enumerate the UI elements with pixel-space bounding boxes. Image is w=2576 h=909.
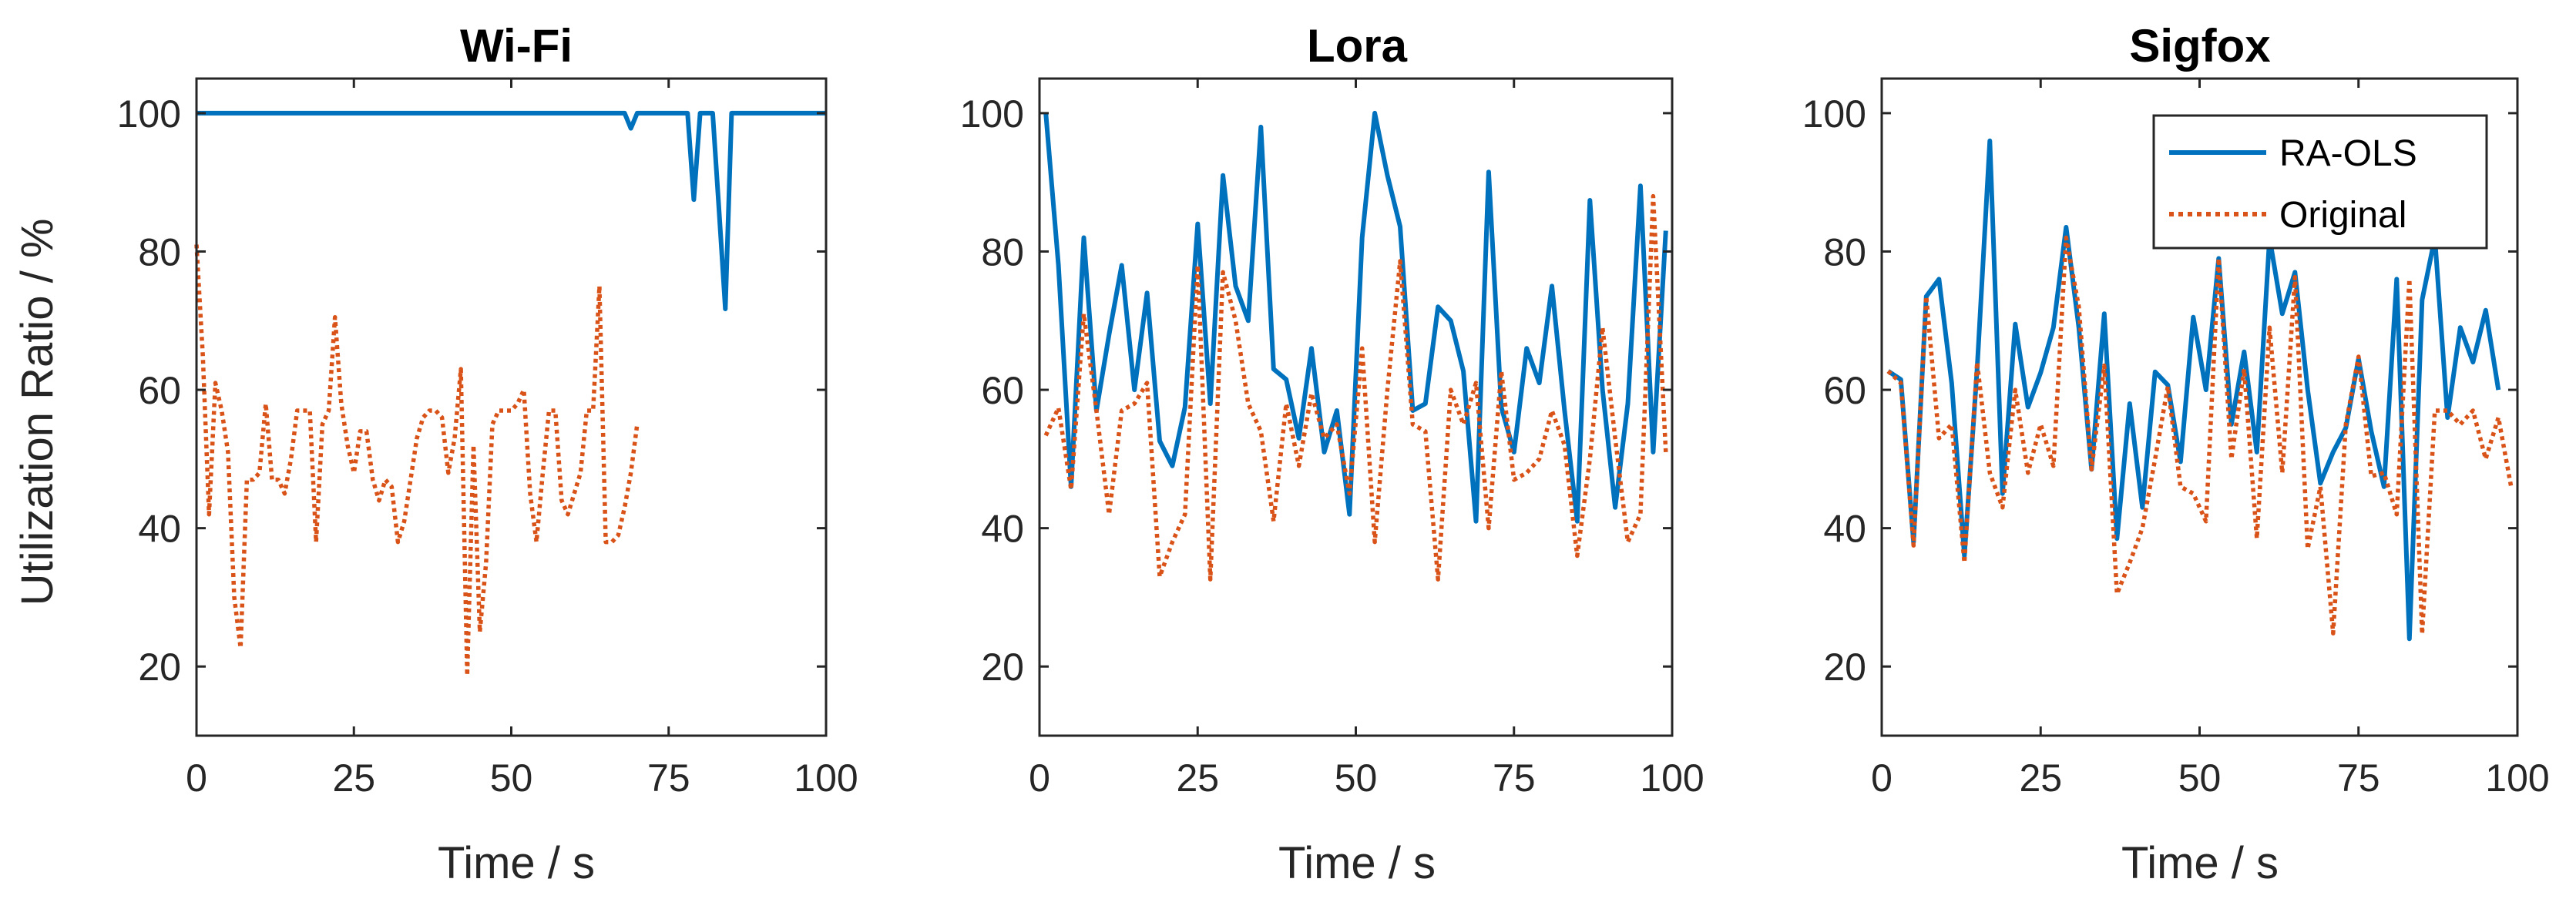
plot-background (196, 79, 826, 736)
x-tick-label: 25 (2019, 756, 2062, 800)
x-tick-label: 25 (1176, 756, 1219, 800)
x-tick-label: 25 (332, 756, 375, 800)
y-tick-label: 20 (138, 646, 181, 689)
y-tick-label: 60 (981, 369, 1024, 412)
y-tick-label: 80 (981, 230, 1024, 273)
series-line-ra-ols (196, 110, 826, 311)
y-tick-label: 60 (138, 369, 181, 412)
x-tick-label: 75 (647, 756, 690, 800)
legend: RA-OLS Original (2152, 114, 2488, 250)
panel-lora: Lora 0 25 50 75 100 20 40 60 80 100 Time / s (960, 20, 1704, 888)
x-tick-label: 50 (1335, 756, 1378, 800)
x-tick-label: 75 (1493, 756, 1536, 800)
y-tick-label: 80 (1823, 230, 1866, 273)
legend-label-original: Original (2279, 195, 2406, 236)
x-tick-label: 50 (490, 756, 533, 800)
y-tick-label: 20 (981, 646, 1024, 689)
x-tick-label: 0 (1871, 756, 1893, 800)
x-axis-label: Time / s (438, 838, 595, 888)
x-tick-label: 0 (1029, 756, 1050, 800)
x-tick-label: 100 (1640, 756, 1704, 800)
y-tick-label: 40 (981, 508, 1024, 551)
y-tick-label: 40 (138, 508, 181, 551)
series-line-ra-ols (1886, 138, 2501, 642)
x-tick-label: 100 (2485, 756, 2549, 800)
y-tick-label: 100 (960, 92, 1024, 136)
series-line-ra-ols (1043, 110, 1668, 524)
legend-label-ra-ols: RA-OLS (2279, 133, 2417, 174)
series-line-original (1886, 235, 2514, 636)
y-tick-label: 60 (1823, 369, 1866, 412)
panel-title: Lora (1307, 20, 1408, 72)
y-tick-label: 20 (1823, 646, 1866, 689)
x-tick-label: 50 (2178, 756, 2222, 800)
y-tick-label: 100 (1802, 92, 1866, 136)
x-axis-label: Time / s (1278, 838, 1436, 888)
panel-wifi: Wi-Fi 0 25 50 75 100 20 40 60 80 100 Time / s (117, 20, 858, 888)
x-tick-label: 75 (2337, 756, 2380, 800)
plot-area: 0 25 50 75 100 20 40 60 80 100 (117, 77, 858, 800)
y-tick-label: 100 (117, 92, 181, 136)
x-tick-label: 100 (794, 756, 858, 800)
panel-title: Sigfox (2129, 20, 2270, 72)
x-axis-label: Time / s (2121, 838, 2279, 888)
legend-box (2152, 114, 2488, 250)
panel-title: Wi-Fi (460, 20, 573, 72)
panel-sigfox: Sigfox 0 25 50 75 100 20 40 60 80 100 Time / s RA… (1802, 20, 2550, 888)
series-line-original (194, 244, 640, 678)
y-axis-label: Utilization Ratio / % (12, 219, 62, 606)
x-tick-label: 0 (186, 756, 207, 800)
y-tick-label: 80 (138, 230, 181, 273)
y-tick-label: 40 (1823, 508, 1866, 551)
plot-area: 0 25 50 75 100 20 40 60 80 100 (960, 77, 1704, 800)
